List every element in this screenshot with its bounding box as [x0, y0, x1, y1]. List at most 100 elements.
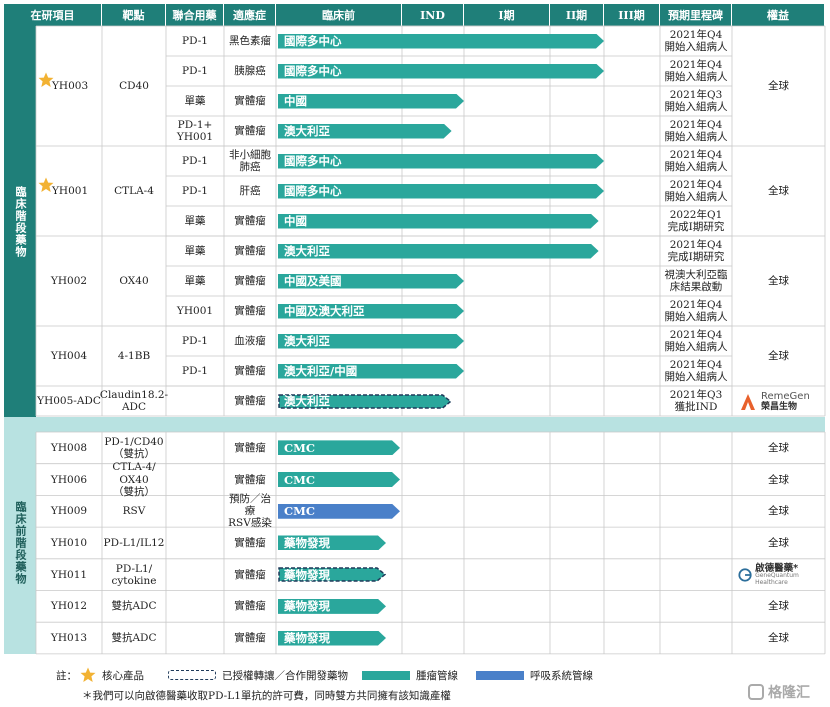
pipeline-bar: CMC	[278, 504, 400, 519]
project-name: YH008	[50, 441, 88, 454]
genequantum-logo: 啟德醫藥* GeneQuantum Healthcare	[738, 562, 824, 586]
target: CTLA-4/ OX40 （雙抗）	[112, 461, 156, 498]
indication: 實體瘤	[234, 536, 266, 549]
combination: PD-1	[182, 64, 208, 77]
pipeline-bar: 澳大利亞	[278, 393, 452, 409]
clinical-band: 臨床階段藥物	[4, 26, 36, 417]
pipeline-bar: 國際多中心	[278, 184, 604, 199]
indication: 胰腺癌	[234, 64, 266, 77]
header-project: 在研項目	[4, 4, 102, 26]
licensed-bar-outline	[278, 393, 452, 409]
milestone: 2021年Q4 完成I期研究	[667, 238, 725, 263]
target: 雙抗ADC	[111, 600, 157, 613]
milestone: 2021年Q4 開始入組病人	[664, 58, 728, 83]
indication: 實體瘤	[234, 473, 266, 486]
indication: 預防／治療 RSV感染	[228, 493, 272, 530]
combination: 單藥	[184, 94, 206, 107]
header-milestone: 預期里程碑	[660, 4, 732, 26]
milestone: 2021年Q4 開始入組病人	[664, 178, 728, 203]
combination: 單藥	[184, 214, 206, 227]
pipeline-bar: 澳大利亞	[278, 124, 452, 139]
indication: 實體瘤	[234, 394, 266, 407]
combination	[166, 386, 224, 416]
genequantum-mark: *	[793, 562, 799, 574]
rights: 全球	[768, 473, 789, 486]
teal-bar-icon	[362, 670, 410, 680]
header-phase-1: I期	[464, 4, 550, 26]
indication: 實體瘤	[234, 304, 266, 317]
header-phase-2: II期	[550, 4, 604, 26]
pipeline-bar: 澳大利亞	[278, 334, 464, 349]
genequantum-name: 啟德醫藥	[755, 562, 794, 574]
project-name-label: YH001	[52, 184, 89, 197]
indication: 實體瘤	[234, 568, 266, 581]
indication: 實體瘤	[234, 124, 266, 137]
pipeline-bar: 國際多中心	[278, 34, 604, 49]
bar-label: 澳大利亞	[284, 394, 330, 408]
pipeline-bar: 中國	[278, 214, 599, 229]
indication: 實體瘤	[234, 441, 266, 454]
bar-label: CMC	[284, 440, 316, 455]
rights: 全球	[768, 184, 789, 197]
genequantum-sub: GeneQuantum Healthcare	[755, 572, 799, 586]
legend-oncology: 腫瘤管線	[362, 668, 458, 682]
legend-note-label: 註：	[56, 669, 77, 682]
bar-label: 藥物發現	[284, 599, 330, 614]
target: RSV	[122, 505, 146, 518]
milestone: 2021年Q4 開始入組病人	[664, 358, 728, 383]
combination: PD-1	[182, 364, 208, 377]
target: 雙抗ADC	[111, 632, 157, 644]
indication: 實體瘤	[234, 364, 266, 377]
legend-licensed: 已授權轉讓／合作開發藥物	[168, 668, 348, 682]
project-name-label: YH003	[52, 79, 89, 92]
pipeline-bar: 澳大利亞	[278, 244, 599, 259]
milestone: 2021年Q4 開始入組病人	[664, 28, 728, 53]
pipeline-bar: 藥物發現	[278, 599, 386, 614]
pipeline-bar: 中國	[278, 94, 464, 109]
pipeline-bar: 藥物發現	[278, 567, 386, 582]
project-name: YH010	[50, 536, 88, 549]
header-rights: 權益	[732, 4, 825, 26]
star-icon	[38, 177, 54, 192]
star-icon	[80, 667, 96, 682]
header-preclinical: 臨床前	[276, 4, 402, 26]
pipeline-bar: 國際多中心	[278, 154, 604, 169]
project-name: YH002	[50, 274, 88, 287]
legend-core-product: 核心產品	[80, 667, 144, 682]
pipeline-bar: 國際多中心	[278, 64, 604, 79]
rights: 全球	[768, 505, 789, 518]
target: PD-L1/ cytokine	[111, 562, 157, 587]
combination: YH001	[176, 304, 214, 317]
bar-label: CMC	[284, 472, 316, 487]
milestone: 2021年Q4 開始入組病人	[664, 298, 728, 323]
pipeline-bar: CMC	[278, 440, 400, 455]
project-name: YH004	[50, 349, 88, 362]
indication: 肝癌	[239, 184, 261, 197]
indication: 實體瘤	[234, 244, 266, 257]
target: Claudin18.2- ADC	[99, 388, 169, 413]
bar-label: 藥物發現	[284, 631, 330, 646]
target: 4-1BB	[117, 349, 151, 362]
combination: PD-1+ YH001	[176, 118, 214, 143]
indication: 血液瘤	[234, 334, 266, 347]
combination: PD-1	[182, 34, 208, 47]
project-name: YH009	[50, 505, 88, 518]
indication: 實體瘤	[234, 600, 266, 613]
indication: 實體瘤	[234, 94, 266, 107]
combination: PD-1	[182, 334, 208, 347]
milestone: 視澳大利亞臨 床結果啟動	[664, 268, 728, 293]
target: OX40	[119, 274, 149, 287]
project-name: YH011	[50, 568, 88, 581]
pipeline-bar: 中國及澳大利亞	[278, 304, 464, 319]
project-name: YH013	[50, 632, 88, 644]
header-combination: 聯合用藥	[166, 4, 224, 26]
pipeline-bar: 藥物發現	[278, 631, 386, 646]
rights: 全球	[768, 441, 789, 454]
indication: 實體瘤	[234, 214, 266, 227]
watermark-logo-icon	[748, 684, 764, 700]
rights: 全球	[768, 274, 789, 287]
bar-label: 藥物發現	[284, 567, 330, 582]
star-icon	[38, 72, 54, 87]
target: PD-L1/IL12	[103, 536, 165, 549]
